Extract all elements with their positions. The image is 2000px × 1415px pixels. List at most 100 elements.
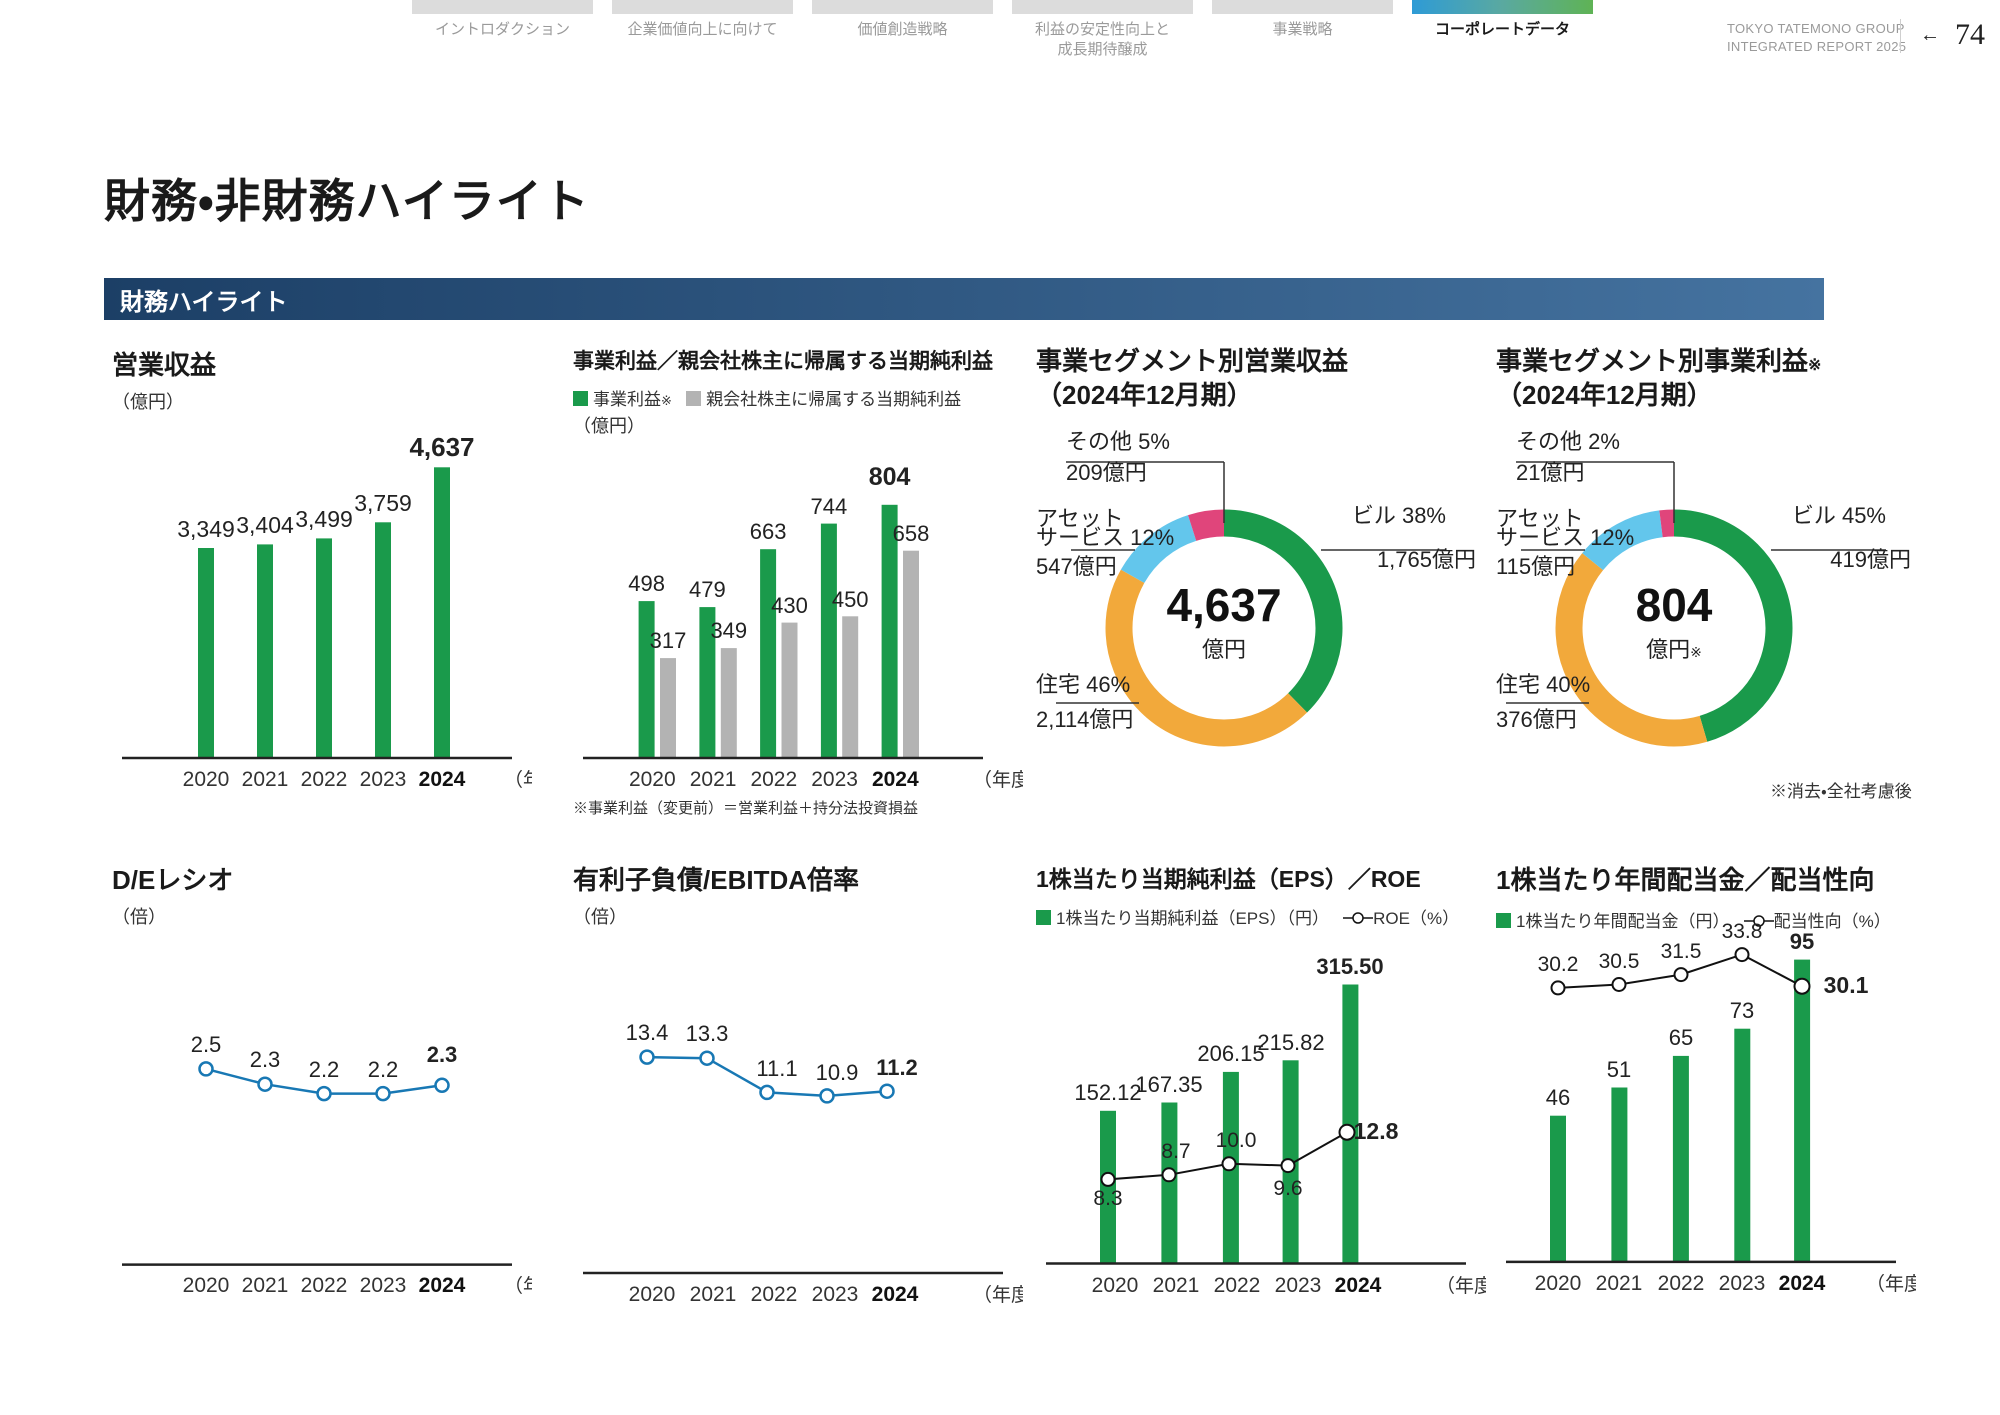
svg-text:2021: 2021 xyxy=(690,1283,737,1306)
svg-text:3,349: 3,349 xyxy=(177,516,235,542)
svg-text:住宅 46%: 住宅 46% xyxy=(1036,672,1130,697)
svg-text:4,637: 4,637 xyxy=(1166,579,1281,631)
svg-text:349: 349 xyxy=(710,618,747,643)
svg-text:（年度）: （年度） xyxy=(504,1275,532,1297)
svg-text:2020: 2020 xyxy=(629,1283,676,1306)
svg-text:31.5: 31.5 xyxy=(1661,940,1702,963)
svg-text:2023: 2023 xyxy=(1719,1272,1766,1295)
svg-text:2022: 2022 xyxy=(301,768,348,791)
svg-text:ビル 45%: ビル 45% xyxy=(1792,503,1886,528)
svg-text:804: 804 xyxy=(1636,579,1713,631)
svg-text:3,759: 3,759 xyxy=(354,490,412,516)
svg-text:3,404: 3,404 xyxy=(236,512,294,538)
svg-text:サービス 12%: サービス 12% xyxy=(1036,525,1174,550)
svg-text:2023: 2023 xyxy=(360,1274,407,1297)
svg-text:2021: 2021 xyxy=(1153,1274,1200,1297)
svg-text:住宅 40%: 住宅 40% xyxy=(1496,672,1590,697)
svg-text:2022: 2022 xyxy=(301,1274,348,1297)
svg-text:30.1: 30.1 xyxy=(1824,972,1869,998)
svg-text:2021: 2021 xyxy=(242,768,289,791)
svg-text:8.3: 8.3 xyxy=(1093,1187,1122,1210)
svg-text:1,765億円: 1,765億円 xyxy=(1377,547,1476,572)
svg-text:30.5: 30.5 xyxy=(1599,950,1640,973)
svg-text:547億円: 547億円 xyxy=(1036,554,1117,579)
svg-text:2021: 2021 xyxy=(242,1274,289,1297)
svg-text:21億円: 21億円 xyxy=(1516,460,1584,485)
svg-text:2021: 2021 xyxy=(690,768,737,791)
svg-text:804: 804 xyxy=(869,463,911,491)
svg-text:13.3: 13.3 xyxy=(686,1021,729,1046)
svg-text:11.2: 11.2 xyxy=(876,1055,918,1080)
svg-text:（年度）: （年度） xyxy=(973,1284,1023,1306)
svg-text:30.2: 30.2 xyxy=(1538,953,1579,976)
svg-text:9.6: 9.6 xyxy=(1273,1177,1302,1200)
svg-text:2020: 2020 xyxy=(1092,1274,1139,1297)
svg-text:2022: 2022 xyxy=(751,1283,798,1306)
svg-text:2020: 2020 xyxy=(183,1274,230,1297)
svg-text:2024: 2024 xyxy=(1335,1274,1382,1297)
svg-text:663: 663 xyxy=(750,519,787,544)
svg-text:サービス 12%: サービス 12% xyxy=(1496,525,1634,550)
svg-text:167.35: 167.35 xyxy=(1135,1072,1202,1097)
svg-text:315.50: 315.50 xyxy=(1316,954,1383,979)
svg-text:744: 744 xyxy=(811,494,848,519)
svg-text:2.3: 2.3 xyxy=(427,1042,458,1067)
svg-text:2.3: 2.3 xyxy=(250,1047,281,1072)
svg-text:その他 5%: その他 5% xyxy=(1066,429,1170,454)
svg-text:億円: 億円 xyxy=(1202,637,1246,662)
svg-text:11.1: 11.1 xyxy=(756,1056,797,1081)
svg-text:12.8: 12.8 xyxy=(1354,1118,1399,1144)
svg-text:450: 450 xyxy=(832,587,869,612)
svg-text:3,499: 3,499 xyxy=(295,506,353,532)
svg-text:209億円: 209億円 xyxy=(1066,460,1147,485)
svg-text:（年度）: （年度） xyxy=(973,769,1023,791)
svg-text:2024: 2024 xyxy=(419,1274,466,1297)
svg-text:2.2: 2.2 xyxy=(368,1057,399,1082)
svg-text:115億円: 115億円 xyxy=(1496,554,1575,579)
svg-text:2024: 2024 xyxy=(872,768,919,791)
svg-text:2023: 2023 xyxy=(811,768,858,791)
svg-text:（年度）: （年度） xyxy=(1866,1273,1916,1295)
svg-text:2020: 2020 xyxy=(183,768,230,791)
svg-text:13.4: 13.4 xyxy=(626,1020,669,1045)
svg-text:95: 95 xyxy=(1790,929,1814,954)
svg-text:億円※: 億円※ xyxy=(1646,637,1702,662)
svg-text:8.7: 8.7 xyxy=(1161,1140,1190,1163)
svg-text:2022: 2022 xyxy=(1214,1274,1261,1297)
svg-text:2023: 2023 xyxy=(360,768,407,791)
svg-text:2021: 2021 xyxy=(1596,1272,1643,1295)
svg-text:152.12: 152.12 xyxy=(1074,1080,1141,1105)
svg-text:ビル 38%: ビル 38% xyxy=(1352,503,1446,528)
svg-text:46: 46 xyxy=(1546,1085,1570,1110)
svg-text:（年度）: （年度） xyxy=(1436,1275,1486,1297)
svg-text:（年度）: （年度） xyxy=(504,769,532,791)
svg-text:2023: 2023 xyxy=(812,1283,859,1306)
svg-text:10.9: 10.9 xyxy=(816,1060,859,1085)
svg-text:2024: 2024 xyxy=(1779,1272,1826,1295)
svg-text:51: 51 xyxy=(1607,1057,1631,1082)
svg-text:419億円: 419億円 xyxy=(1830,547,1911,572)
svg-text:2.2: 2.2 xyxy=(309,1057,340,1082)
svg-text:2020: 2020 xyxy=(1535,1272,1582,1295)
svg-text:2,114億円: 2,114億円 xyxy=(1036,707,1133,732)
svg-text:2024: 2024 xyxy=(419,768,466,791)
svg-text:2023: 2023 xyxy=(1275,1274,1322,1297)
svg-text:430: 430 xyxy=(771,593,808,618)
svg-text:4,637: 4,637 xyxy=(409,432,474,462)
svg-text:2022: 2022 xyxy=(750,768,797,791)
svg-text:73: 73 xyxy=(1730,998,1754,1023)
svg-text:317: 317 xyxy=(650,628,687,653)
svg-text:10.0: 10.0 xyxy=(1216,1129,1257,1152)
svg-text:376億円: 376億円 xyxy=(1496,707,1577,732)
svg-text:479: 479 xyxy=(689,577,726,602)
svg-text:215.82: 215.82 xyxy=(1257,1030,1324,1055)
svg-text:その他 2%: その他 2% xyxy=(1516,429,1620,454)
svg-text:658: 658 xyxy=(893,521,930,546)
svg-text:206.15: 206.15 xyxy=(1197,1041,1264,1066)
svg-text:2022: 2022 xyxy=(1658,1272,1705,1295)
svg-text:33.8: 33.8 xyxy=(1722,920,1763,943)
svg-text:498: 498 xyxy=(628,571,665,596)
svg-text:65: 65 xyxy=(1669,1025,1693,1050)
svg-text:2.5: 2.5 xyxy=(191,1032,222,1057)
svg-text:2020: 2020 xyxy=(629,768,676,791)
